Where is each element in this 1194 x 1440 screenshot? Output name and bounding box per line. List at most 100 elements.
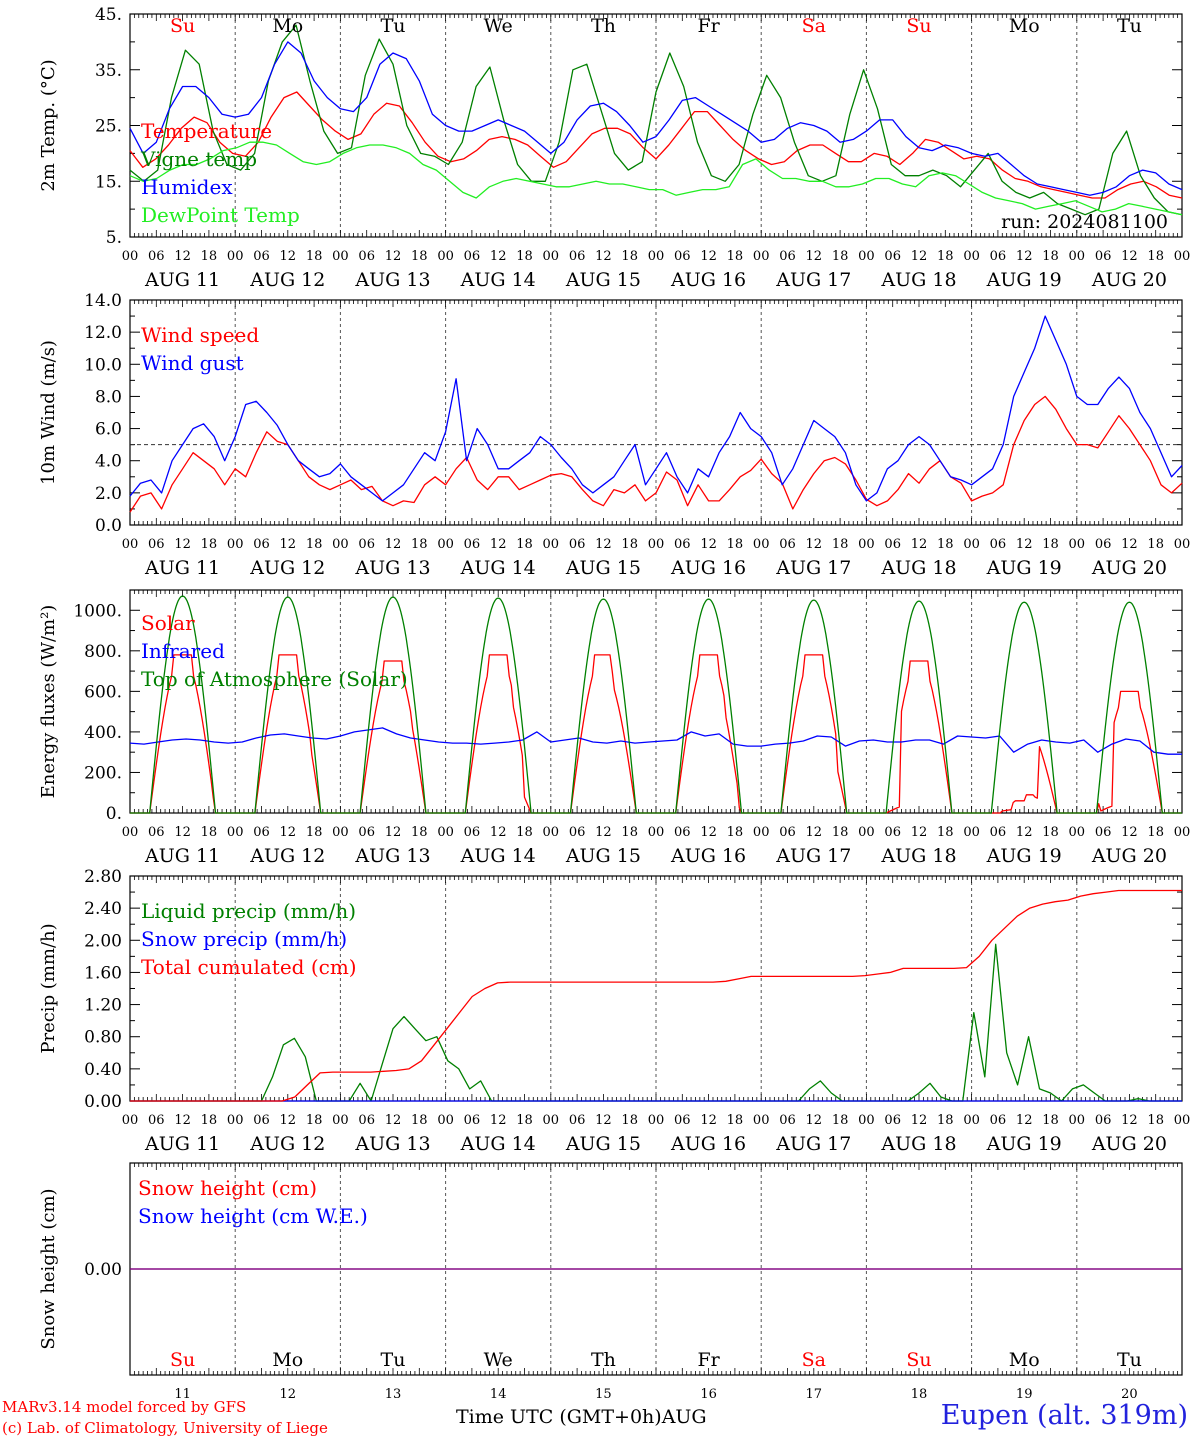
hour-tick-label: 06 bbox=[674, 1113, 691, 1128]
hour-tick-label: 00 bbox=[1069, 249, 1086, 264]
day-label: AUG 15 bbox=[565, 1133, 641, 1155]
hour-tick-label: 18 bbox=[201, 537, 218, 552]
plot-frame bbox=[129, 299, 1183, 526]
hour-tick-label: 12 bbox=[700, 537, 717, 552]
hour-tick-label: 18 bbox=[621, 825, 638, 840]
hour-tick-label: 00 bbox=[858, 537, 875, 552]
hour-tick-label: 00 bbox=[122, 249, 139, 264]
day-label: AUG 11 bbox=[144, 1133, 220, 1155]
day-number-label: 11 bbox=[174, 1387, 191, 1402]
hour-tick-label: 06 bbox=[674, 249, 691, 264]
day-label: AUG 15 bbox=[565, 557, 641, 579]
hour-tick-label: 06 bbox=[569, 249, 586, 264]
hour-tick-label: 00 bbox=[543, 1113, 560, 1128]
hour-tick-label: 18 bbox=[621, 249, 638, 264]
hour-tick-label: 06 bbox=[779, 825, 796, 840]
y-tick-label: 2.0 bbox=[95, 484, 122, 504]
y-tick-label: 600. bbox=[84, 682, 122, 702]
hour-tick-label: 00 bbox=[437, 825, 454, 840]
legend-entry: DewPoint Temp bbox=[141, 203, 300, 227]
y-tick-label: 1000. bbox=[73, 601, 122, 621]
y-tick-label: 14.0 bbox=[84, 291, 122, 311]
legend-entry: Snow height (cm) bbox=[138, 1176, 317, 1200]
hour-tick-label: 00 bbox=[1069, 537, 1086, 552]
hour-tick-label: 12 bbox=[1121, 1113, 1138, 1128]
weekday-label: Su bbox=[906, 1349, 931, 1371]
weekday-label: Tu bbox=[1117, 1349, 1142, 1371]
hour-tick-label: 00 bbox=[227, 825, 244, 840]
hour-tick-label: 06 bbox=[884, 537, 901, 552]
hour-tick-label: 12 bbox=[280, 249, 297, 264]
hour-tick-label: 06 bbox=[464, 249, 481, 264]
hour-tick-label: 06 bbox=[884, 1113, 901, 1128]
weekday-label: Tu bbox=[1117, 15, 1142, 37]
hour-tick-label: 06 bbox=[358, 825, 375, 840]
hour-tick-label: 18 bbox=[832, 249, 849, 264]
hour-tick-label: 12 bbox=[1016, 825, 1033, 840]
day-number-label: 16 bbox=[700, 1387, 717, 1402]
hour-tick-label: 18 bbox=[727, 249, 744, 264]
hour-tick-label: 00 bbox=[753, 825, 770, 840]
hour-tick-label: 12 bbox=[385, 1113, 402, 1128]
day-label: AUG 20 bbox=[1091, 557, 1167, 579]
y-tick-label: 0.00 bbox=[84, 1092, 122, 1112]
y-tick-label: 15. bbox=[95, 172, 122, 192]
day-label: AUG 15 bbox=[565, 845, 641, 867]
y-axis-title: Precip (mm/h) bbox=[38, 923, 59, 1053]
lab-credit: (c) Lab. of Climatology, University of L… bbox=[2, 1419, 328, 1437]
month-label: AUG bbox=[661, 1406, 707, 1428]
y-tick-label: 4.0 bbox=[95, 452, 122, 472]
hour-tick-label: 18 bbox=[727, 1113, 744, 1128]
y-tick-label: 800. bbox=[84, 642, 122, 662]
day-label: AUG 14 bbox=[460, 269, 536, 291]
day-label: AUG 11 bbox=[144, 845, 220, 867]
hour-tick-label: 12 bbox=[1016, 537, 1033, 552]
y-tick-label: 0.00 bbox=[84, 1260, 122, 1280]
legend-entry: Snow precip (mm/h) bbox=[141, 927, 347, 951]
day-label: AUG 18 bbox=[880, 1133, 956, 1155]
day-number-label: 14 bbox=[490, 1387, 507, 1402]
y-tick-label: 1.20 bbox=[84, 996, 122, 1016]
legend-entry: Vigne temp bbox=[140, 147, 257, 171]
hour-tick-label: 06 bbox=[253, 537, 270, 552]
hour-tick-label: 12 bbox=[700, 249, 717, 264]
hour-tick-label: 00 bbox=[543, 825, 560, 840]
hour-tick-label: 12 bbox=[174, 249, 191, 264]
y-axis-title: 10m Wind (m/s) bbox=[38, 340, 59, 485]
day-label: AUG 18 bbox=[880, 557, 956, 579]
weekday-label: Mo bbox=[1009, 15, 1040, 37]
hour-tick-label: 18 bbox=[1042, 537, 1059, 552]
panel-5: 0.00 Snow height (cm) Snow height (cm) Snow… bbox=[38, 1162, 1183, 1402]
hour-tick-label: 00 bbox=[543, 537, 560, 552]
hour-tick-label: 12 bbox=[280, 537, 297, 552]
series-line bbox=[129, 24, 1183, 216]
weekday-label: Sa bbox=[802, 15, 826, 37]
weekday-label: Tu bbox=[381, 15, 406, 37]
y-axis-title: Energy fluxes (W/m²) bbox=[38, 605, 59, 799]
y-tick-label: 35. bbox=[95, 61, 122, 81]
hour-tick-label: 00 bbox=[1174, 249, 1191, 264]
hour-tick-label: 06 bbox=[148, 249, 165, 264]
hour-tick-label: 12 bbox=[1121, 537, 1138, 552]
panel-2: 0.0 2.0 4.0 6.0 8.0 10.0 12.0 14.0 10m Wind (m/s… bbox=[38, 291, 1190, 579]
series-line bbox=[129, 91, 1183, 199]
day-label: AUG 19 bbox=[986, 845, 1062, 867]
hour-tick-label: 06 bbox=[990, 249, 1007, 264]
hour-tick-label: 12 bbox=[1016, 249, 1033, 264]
day-label: AUG 17 bbox=[775, 845, 851, 867]
hour-tick-label: 18 bbox=[937, 1113, 954, 1128]
legend-entry: Top of Atmosphere (Solar) bbox=[141, 667, 408, 691]
hour-tick-label: 18 bbox=[937, 537, 954, 552]
hour-tick-label: 06 bbox=[779, 537, 796, 552]
hour-tick-label: 12 bbox=[806, 825, 823, 840]
day-label: AUG 13 bbox=[354, 1133, 430, 1155]
hour-tick-label: 00 bbox=[1174, 1113, 1191, 1128]
hour-tick-label: 06 bbox=[148, 537, 165, 552]
hour-tick-label: 12 bbox=[700, 825, 717, 840]
series-line bbox=[129, 141, 1183, 216]
y-tick-label: 12.0 bbox=[84, 323, 122, 343]
hour-tick-label: 18 bbox=[516, 537, 533, 552]
weekday-label: Su bbox=[170, 15, 195, 37]
hour-tick-label: 00 bbox=[332, 1113, 349, 1128]
hour-tick-label: 12 bbox=[700, 1113, 717, 1128]
